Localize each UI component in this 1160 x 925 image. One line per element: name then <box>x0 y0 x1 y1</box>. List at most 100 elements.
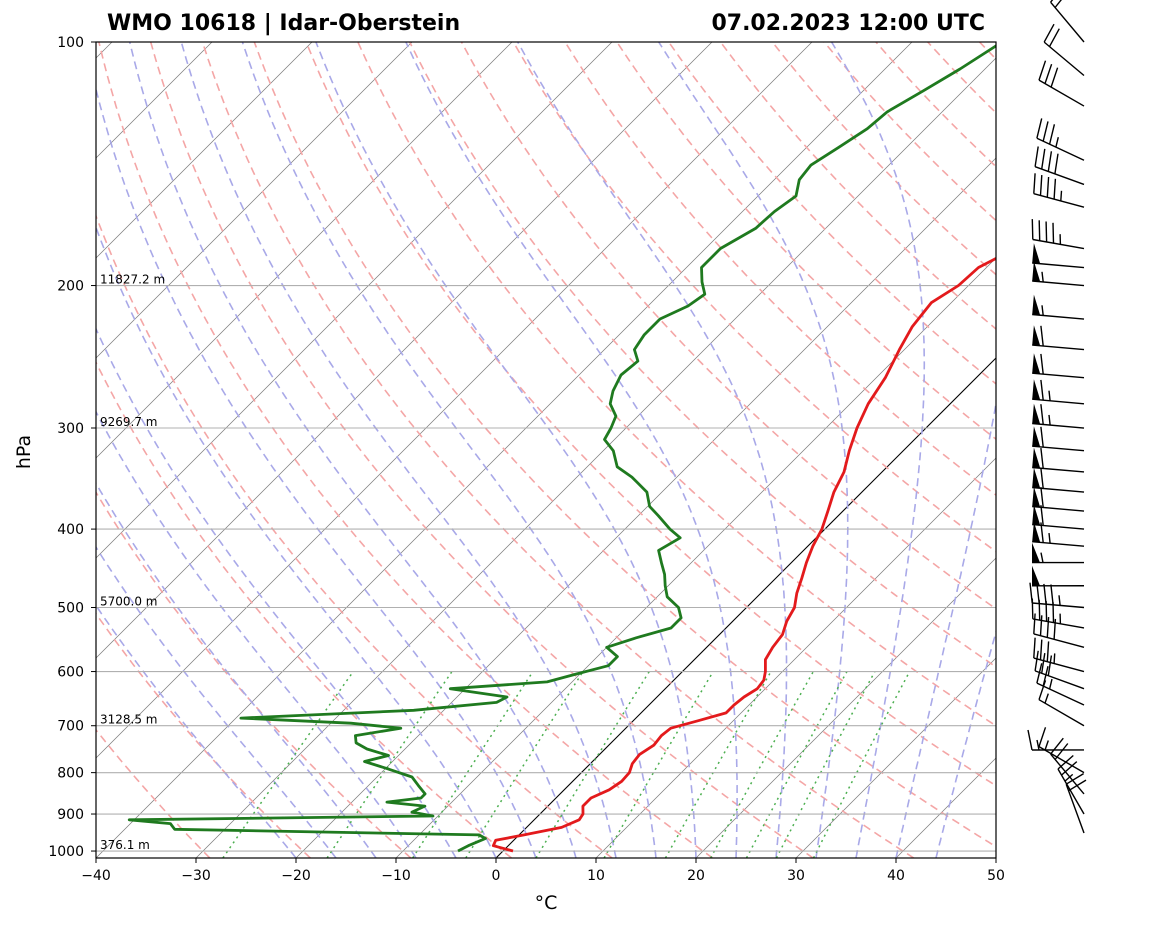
wind-barb <box>1032 261 1085 287</box>
x-tick-label: −40 <box>81 868 111 884</box>
mixing-ratio-line <box>412 671 534 858</box>
mixing-ratio-line <box>222 671 354 858</box>
moist-adiabat-line <box>96 86 537 858</box>
wind-barb <box>1032 243 1085 269</box>
moist-adiabat-line <box>96 225 497 858</box>
plot-frame <box>95 41 997 859</box>
wind-barb <box>1032 426 1085 452</box>
moist-adiabat-line <box>241 42 657 858</box>
dry-adiabat-line <box>668 42 996 385</box>
wind-barb <box>1065 773 1087 834</box>
y-axis: 100 200 300 400 500 600 700 800 900 1000 <box>48 35 96 860</box>
moist-adiabat-line <box>658 42 849 858</box>
moist-adiabat-line <box>405 42 738 858</box>
isotherm-line <box>595 457 996 858</box>
mixing-ratio-line <box>465 671 584 858</box>
moist-adiabat-line <box>895 399 996 858</box>
y-axis-label: hPa <box>13 435 35 469</box>
height-label: 11827.2 m <box>100 273 165 287</box>
dry-adiabat-line <box>253 42 996 848</box>
moist-adiabat-line <box>315 42 697 858</box>
dry-adiabat-line <box>149 42 814 858</box>
wind-barb <box>1050 737 1085 795</box>
mixing-ratio-line <box>326 671 453 858</box>
chart-title-left: WMO 10618 | Idar-Oberstein <box>107 11 460 36</box>
mixing-ratio-line <box>775 671 876 858</box>
mixing-ratio-line <box>664 671 772 858</box>
x-axis: −40 −30 −20 −10 0 10 20 30 40 50 <box>81 858 1005 884</box>
isotherm-line <box>495 357 996 858</box>
wind-barb <box>1034 650 1085 690</box>
isotherm-line <box>96 42 613 559</box>
height-labels: 376.1 m 3128.5 m 5700.0 m 9269.7 m 11827.2 m <box>100 273 165 852</box>
mixing-ratio-line <box>745 671 848 858</box>
temperature-profile-line <box>491 256 996 853</box>
wind-barb <box>1057 754 1085 815</box>
height-label: 9269.7 m <box>100 415 158 429</box>
dry-adiabat-line <box>98 42 714 858</box>
wind-barb <box>1027 729 1085 751</box>
wind-barb <box>1031 219 1085 250</box>
y-tick-label: 900 <box>57 807 84 823</box>
wind-barb <box>1032 294 1085 320</box>
x-tick-label: 50 <box>987 868 1005 884</box>
moist-adiabat-line <box>180 42 617 858</box>
moist-adiabat-line <box>517 42 788 858</box>
wind-barb <box>1032 325 1085 351</box>
pressure-grid <box>96 42 996 852</box>
wind-barb <box>1031 565 1085 587</box>
dry-adiabat-line <box>96 612 311 858</box>
mixing-ratio-line <box>812 671 911 858</box>
height-label: 5700.0 m <box>100 594 158 608</box>
moist-adiabat-line <box>96 326 457 858</box>
wind-barb <box>1032 353 1085 379</box>
y-tick-label: 1000 <box>48 844 84 860</box>
x-tick-label: 10 <box>587 868 605 884</box>
height-label: 3128.5 m <box>100 713 158 727</box>
x-tick-label: 20 <box>687 868 705 884</box>
dry-adiabat-line <box>96 213 613 858</box>
wind-barb <box>1043 23 1085 77</box>
dry-adiabat-line <box>96 360 513 858</box>
y-tick-label: 200 <box>57 279 84 295</box>
moist-adiabat-line <box>96 481 377 858</box>
wind-barbs <box>1027 0 1087 834</box>
moist-adiabat-line <box>96 410 417 858</box>
y-tick-label: 100 <box>57 35 84 51</box>
x-tick-label: 30 <box>787 868 805 884</box>
wind-barb <box>1036 663 1085 706</box>
isotherm-line <box>96 42 513 459</box>
y-tick-label: 300 <box>57 421 84 437</box>
wind-barb <box>1038 680 1085 727</box>
isotherm-line <box>695 557 996 858</box>
mixing-ratio-line <box>710 671 814 858</box>
wind-barb <box>1034 146 1085 186</box>
moist-adiabat-line <box>830 42 926 858</box>
isotherm-line <box>96 42 813 759</box>
isotherm-line <box>96 42 413 359</box>
wind-barb <box>1032 403 1085 429</box>
x-tick-label: −30 <box>181 868 211 884</box>
y-tick-label: 700 <box>57 719 84 735</box>
wind-barb <box>1038 727 1085 774</box>
x-tick-label: −20 <box>281 868 311 884</box>
isotherm-line <box>795 657 996 858</box>
dry-adiabat-line <box>96 490 412 858</box>
isotherm-line <box>295 157 996 858</box>
wind-barb <box>1038 60 1085 107</box>
dry-adiabat-line <box>96 728 211 858</box>
height-label: 376.1 m <box>100 838 150 852</box>
moist-adiabat-line <box>128 42 577 858</box>
isotherm-line <box>96 42 313 259</box>
x-tick-label: 40 <box>887 868 905 884</box>
wind-barb <box>1031 542 1085 564</box>
wind-barb <box>1033 173 1085 208</box>
background-lines <box>96 42 996 858</box>
dry-adiabat-line <box>357 42 996 727</box>
profile-lines <box>127 44 996 853</box>
wind-barb <box>1032 521 1085 547</box>
y-tick-label: 500 <box>57 600 84 616</box>
x-tick-label: −10 <box>381 868 411 884</box>
dry-adiabat-line <box>201 42 915 858</box>
